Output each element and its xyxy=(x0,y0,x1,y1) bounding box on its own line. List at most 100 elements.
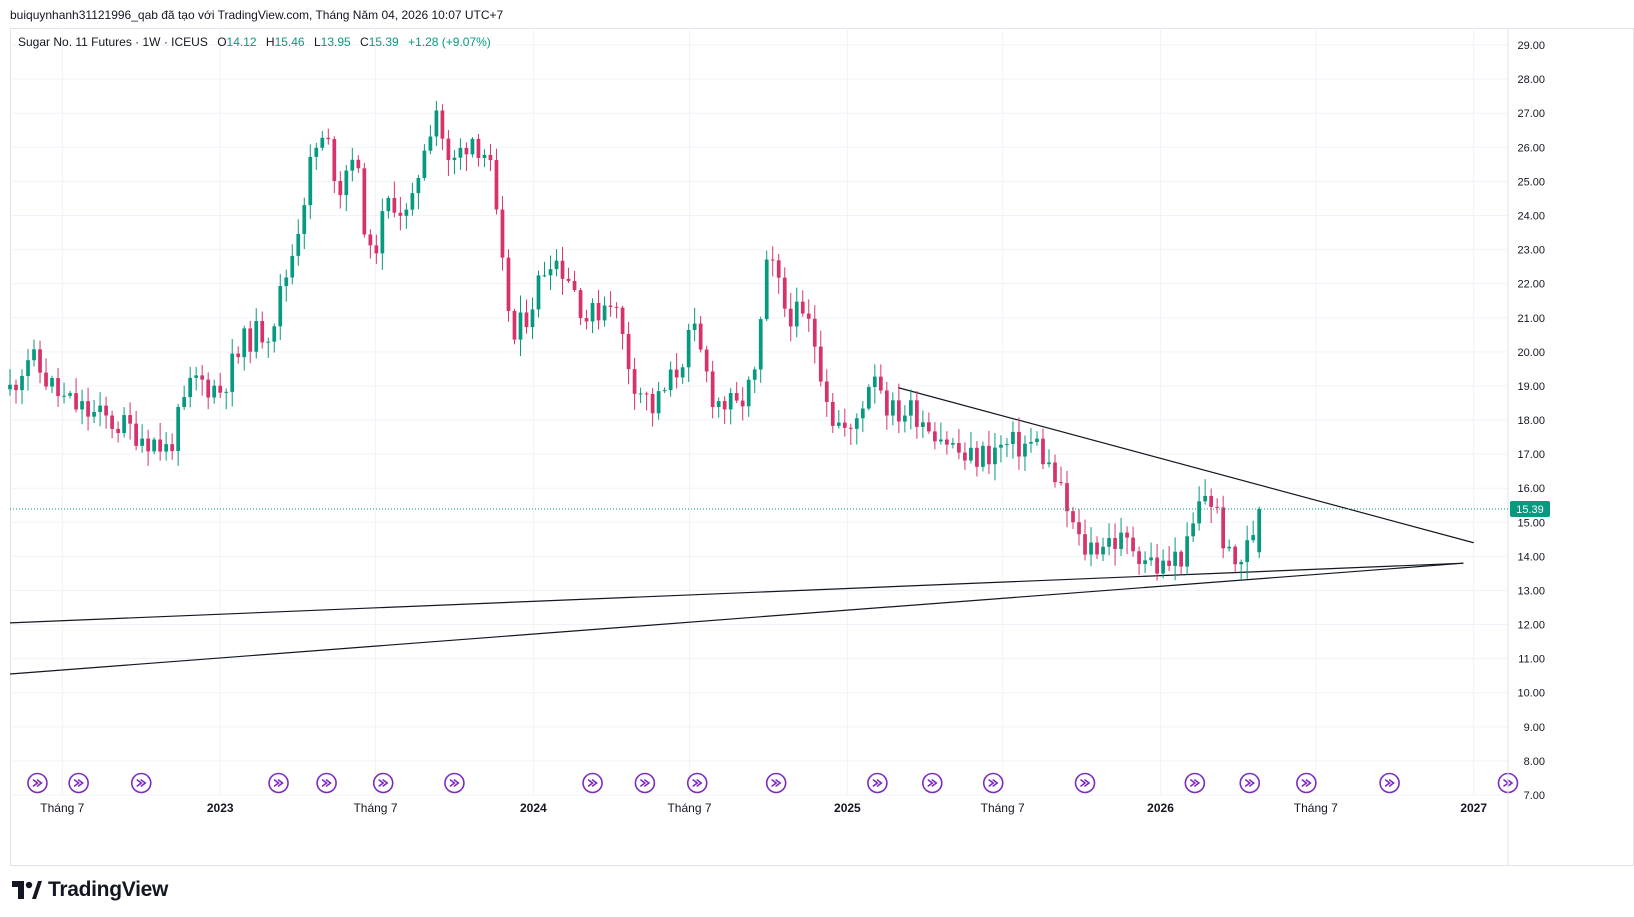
candle-body xyxy=(896,400,901,422)
candle-body xyxy=(1089,542,1093,555)
y-tick-label: 27.00 xyxy=(1517,108,1545,120)
candle-body xyxy=(806,313,811,319)
candle-body xyxy=(452,157,457,161)
event-marker-icon[interactable] xyxy=(1239,772,1261,794)
event-marker-icon[interactable] xyxy=(268,772,289,794)
candle-body xyxy=(674,369,679,378)
candle-body xyxy=(164,444,169,452)
candle-body xyxy=(20,375,24,391)
candle-body xyxy=(1077,522,1081,535)
event-marker-icon[interactable] xyxy=(1379,772,1400,794)
candle-body xyxy=(206,379,211,398)
event-marker-icon[interactable] xyxy=(1074,772,1096,794)
candle-body xyxy=(284,277,289,287)
event-marker-glyph xyxy=(1080,779,1091,787)
candle-body xyxy=(104,405,108,416)
event-marker-glyph xyxy=(378,779,389,787)
event-marker-icon[interactable] xyxy=(582,772,603,794)
candle-body xyxy=(1251,535,1256,541)
candle-body xyxy=(578,290,583,319)
y-tick-label: 20.00 xyxy=(1517,347,1545,359)
candle-body xyxy=(1155,557,1159,574)
candle-body xyxy=(644,393,649,395)
candle-body xyxy=(410,193,415,210)
open-value: 14.12 xyxy=(226,35,257,49)
event-marker-icon[interactable] xyxy=(867,772,888,794)
candle-body xyxy=(1215,506,1220,508)
event-marker-glyph xyxy=(872,779,883,787)
candle-body xyxy=(1023,443,1027,457)
candle-body xyxy=(1131,537,1135,552)
candle-body xyxy=(752,369,757,380)
candle-body xyxy=(314,147,319,157)
y-tick-label: 10.00 xyxy=(1517,688,1545,700)
candle-body xyxy=(476,138,481,158)
event-marker-icon[interactable] xyxy=(765,772,787,794)
candle-body xyxy=(884,390,889,416)
event-marker-icon[interactable] xyxy=(130,772,152,794)
candle-body xyxy=(1053,462,1057,483)
candle-body xyxy=(200,375,205,380)
last-price-badge xyxy=(1510,500,1550,517)
candle-body xyxy=(1095,542,1099,555)
candle-body xyxy=(326,137,331,140)
candle-body xyxy=(987,445,991,465)
candle-body xyxy=(356,159,361,169)
candle-body xyxy=(290,255,295,278)
candle-body xyxy=(915,400,919,427)
candle-body xyxy=(1185,536,1189,567)
candle-body xyxy=(140,438,144,446)
candle-body xyxy=(1113,538,1117,549)
candle-body xyxy=(176,406,181,452)
trend-line xyxy=(897,387,1474,544)
x-tick-label: Tháng 7 xyxy=(981,801,1025,815)
event-marker-icon[interactable] xyxy=(922,772,943,794)
y-tick-label: 25.00 xyxy=(1517,176,1545,188)
candle-body xyxy=(266,341,271,343)
candle-body xyxy=(1119,532,1123,549)
candle-body xyxy=(296,233,301,256)
candle-body xyxy=(572,280,577,291)
candle-body xyxy=(710,371,715,407)
event-marker-icon[interactable] xyxy=(1184,772,1206,794)
price-chart[interactable]: 29.00 28.00 27.00 26.00 25.00 24.00 23.00 22.00… xyxy=(0,0,1634,870)
event-marker-icon[interactable] xyxy=(634,772,656,794)
event-marker-icon[interactable] xyxy=(686,772,708,794)
candle-body xyxy=(440,110,445,139)
candle-body xyxy=(152,439,156,452)
event-marker-icon[interactable] xyxy=(1296,772,1317,794)
y-tick-label: 12.00 xyxy=(1517,620,1545,632)
event-marker-icon[interactable] xyxy=(444,772,465,794)
candle-body xyxy=(602,305,607,321)
candle-body xyxy=(872,376,877,387)
x-tick-label: 2024 xyxy=(520,801,547,815)
open-label: O xyxy=(217,35,227,49)
candle-body xyxy=(134,423,138,446)
event-marker-icon[interactable] xyxy=(316,772,337,794)
candle-body xyxy=(74,393,78,410)
event-marker-icon[interactable] xyxy=(982,772,1004,794)
event-marker-icon[interactable] xyxy=(372,772,394,794)
candle-body xyxy=(98,405,102,413)
candle-body xyxy=(464,147,469,155)
x-tick-label: Tháng 7 xyxy=(667,801,711,815)
candle-body xyxy=(362,168,367,235)
candle-body xyxy=(50,378,54,387)
y-tick-label: 14.00 xyxy=(1517,551,1545,563)
candle-body xyxy=(482,154,487,158)
event-marker-glyph xyxy=(587,779,598,787)
tradingview-logo[interactable]: TradingView xyxy=(12,878,168,902)
trend-line xyxy=(9,562,1464,624)
x-tick-label: Tháng 7 xyxy=(353,801,397,815)
event-marker-icon[interactable] xyxy=(27,772,48,794)
event-marker-icon[interactable] xyxy=(68,772,89,794)
y-tick-label: 23.00 xyxy=(1517,245,1545,257)
tradingview-logo-icon xyxy=(12,881,42,899)
y-tick-label: 9.00 xyxy=(1524,722,1545,734)
candle-body xyxy=(398,212,403,216)
candle-body xyxy=(770,259,775,261)
candle-body xyxy=(734,393,739,401)
close-label: C xyxy=(360,35,369,49)
candle-body xyxy=(1233,546,1238,565)
candle-body xyxy=(1035,438,1039,443)
